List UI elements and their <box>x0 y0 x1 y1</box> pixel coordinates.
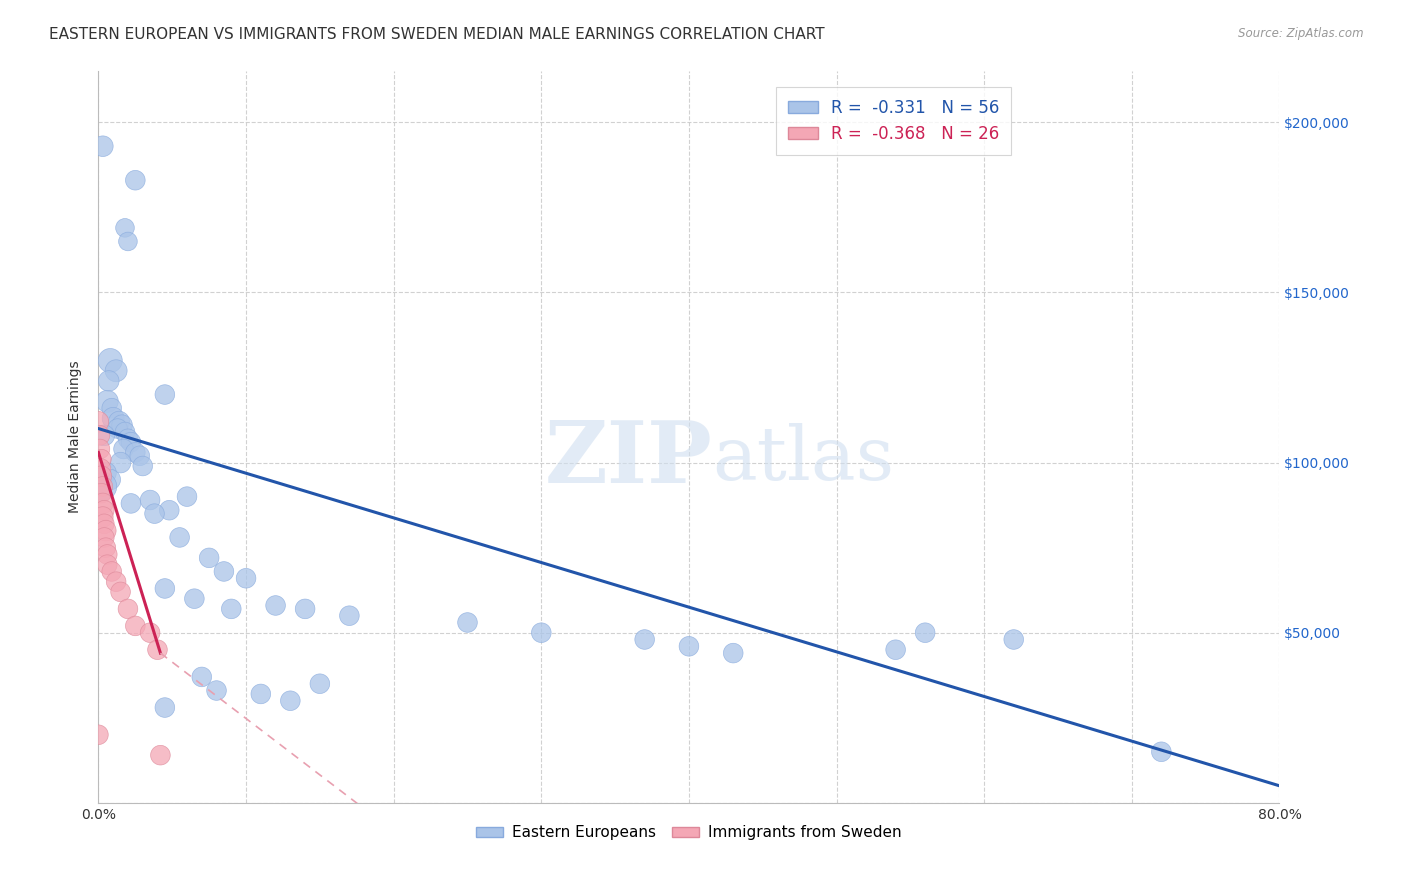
Point <box>280 694 302 708</box>
Point <box>212 565 235 579</box>
Point <box>114 425 136 439</box>
Point <box>117 432 139 446</box>
Text: ZIP: ZIP <box>544 417 713 501</box>
Point <box>153 700 176 714</box>
Point <box>221 602 243 616</box>
Y-axis label: Median Male Earnings: Median Male Earnings <box>69 360 83 514</box>
Point <box>96 558 118 572</box>
Point <box>89 428 111 442</box>
Point <box>149 748 172 763</box>
Legend: Eastern Europeans, Immigrants from Sweden: Eastern Europeans, Immigrants from Swede… <box>470 819 908 847</box>
Point <box>132 458 155 473</box>
Point <box>176 490 198 504</box>
Point <box>339 608 361 623</box>
Point <box>146 642 169 657</box>
Point <box>198 550 221 565</box>
Point <box>105 574 128 589</box>
Point <box>98 473 121 487</box>
Point <box>457 615 479 630</box>
Point <box>91 139 114 153</box>
Point <box>309 677 332 691</box>
Point <box>94 524 117 538</box>
Point <box>139 625 162 640</box>
Point <box>90 469 112 483</box>
Text: atlas: atlas <box>713 423 894 496</box>
Point <box>111 418 134 433</box>
Point <box>96 394 118 409</box>
Point <box>108 415 131 429</box>
Point <box>183 591 205 606</box>
Point <box>91 510 114 524</box>
Point <box>89 462 111 476</box>
Point <box>124 173 146 187</box>
Point <box>103 411 125 425</box>
Point <box>143 507 166 521</box>
Point <box>117 602 139 616</box>
Point <box>884 642 907 657</box>
Point <box>91 496 114 510</box>
Point <box>96 548 118 562</box>
Point <box>250 687 273 701</box>
Point <box>89 442 111 456</box>
Point <box>105 364 128 378</box>
Point <box>191 670 214 684</box>
Point <box>90 486 112 500</box>
Point <box>107 421 129 435</box>
Point <box>153 387 176 401</box>
Point <box>120 496 142 510</box>
Point <box>235 571 257 585</box>
Point <box>530 625 553 640</box>
Point <box>634 632 657 647</box>
Point <box>678 640 700 654</box>
Point <box>93 428 115 442</box>
Point <box>93 503 115 517</box>
Point <box>914 625 936 640</box>
Point <box>90 452 112 467</box>
Point <box>169 531 191 545</box>
Point <box>1150 745 1173 759</box>
Point <box>97 374 120 388</box>
Point <box>128 449 150 463</box>
Point <box>124 445 146 459</box>
Point <box>94 466 117 480</box>
Point <box>153 582 176 596</box>
Point <box>139 493 162 508</box>
Point <box>98 353 121 368</box>
Point <box>117 235 139 249</box>
Point <box>294 602 316 616</box>
Point <box>91 479 114 493</box>
Point <box>124 619 146 633</box>
Point <box>120 435 142 450</box>
Point <box>264 599 287 613</box>
Point <box>1002 632 1025 647</box>
Point <box>157 503 180 517</box>
Point <box>112 442 135 456</box>
Point <box>100 565 122 579</box>
Point <box>110 456 132 470</box>
Point <box>94 541 117 555</box>
Point <box>87 728 110 742</box>
Point <box>93 531 115 545</box>
Point <box>87 415 110 429</box>
Point <box>114 220 136 235</box>
Point <box>100 401 122 416</box>
Point <box>205 683 228 698</box>
Point <box>723 646 745 660</box>
Point <box>93 516 115 531</box>
Text: EASTERN EUROPEAN VS IMMIGRANTS FROM SWEDEN MEDIAN MALE EARNINGS CORRELATION CHAR: EASTERN EUROPEAN VS IMMIGRANTS FROM SWED… <box>49 27 825 42</box>
Point <box>91 479 114 493</box>
Text: Source: ZipAtlas.com: Source: ZipAtlas.com <box>1239 27 1364 40</box>
Point <box>110 585 132 599</box>
